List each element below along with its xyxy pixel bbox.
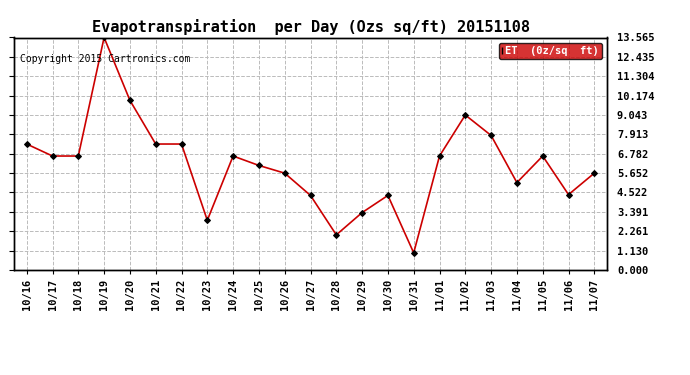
Legend: ET  (0z/sq  ft): ET (0z/sq ft)	[499, 43, 602, 59]
Text: Copyright 2015 Cartronics.com: Copyright 2015 Cartronics.com	[20, 54, 190, 64]
Title: Evapotranspiration  per Day (Ozs sq/ft) 20151108: Evapotranspiration per Day (Ozs sq/ft) 2…	[92, 19, 529, 35]
